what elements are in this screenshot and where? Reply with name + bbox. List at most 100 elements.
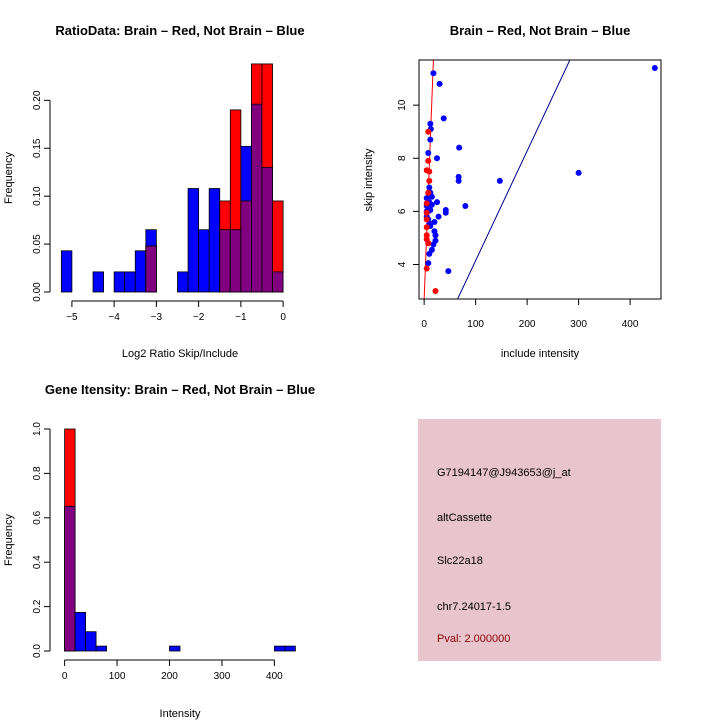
- blue-point: [575, 169, 582, 176]
- blue-point: [455, 177, 462, 184]
- ratio-histogram-xlabel: Log2 Ratio Skip/Include: [122, 348, 238, 360]
- blue-point: [425, 149, 432, 156]
- overlap-bar: [272, 271, 284, 293]
- x-tick-label: −5: [66, 312, 78, 323]
- red-point: [426, 177, 433, 184]
- x-tick-label: 300: [570, 319, 587, 330]
- scatter-xlabel: include intensity: [501, 348, 580, 360]
- ratio-histogram-panel: RatioData: Brain – Red, Not Brain – Blue…: [3, 23, 305, 360]
- red-point: [423, 265, 430, 272]
- overlap-bar: [251, 103, 263, 293]
- blue-point: [651, 64, 658, 71]
- scatter-ylabel: skip intensity: [363, 148, 375, 211]
- blue-bar: [113, 271, 126, 293]
- info-panel: G7194147@J943653@j_at altCassette Slc22a…: [418, 419, 661, 661]
- red-point: [423, 209, 430, 216]
- blue-bar: [95, 645, 107, 652]
- x-tick-label: −3: [151, 312, 163, 323]
- x-tick-label: 200: [161, 671, 178, 682]
- location-text: chr7.24017-1.5: [437, 601, 511, 613]
- blue-bar: [169, 645, 181, 652]
- blue-point: [430, 70, 437, 77]
- overlap-bar: [240, 200, 252, 293]
- blue-point: [456, 144, 463, 151]
- x-tick-label: −1: [235, 312, 247, 323]
- blue-point: [462, 203, 469, 210]
- blue-bar: [187, 188, 200, 293]
- y-tick-label: 0.05: [32, 234, 43, 254]
- x-tick-label: 400: [622, 319, 639, 330]
- x-tick-label: 0: [421, 319, 427, 330]
- y-tick-label: 10: [397, 99, 408, 111]
- y-tick-label: 6: [397, 208, 408, 214]
- blue-point: [432, 232, 439, 239]
- x-tick-label: 200: [519, 319, 536, 330]
- blue-bar: [208, 188, 221, 293]
- blue-point: [445, 268, 452, 275]
- blue-point: [430, 241, 437, 248]
- x-tick-label: −4: [108, 312, 120, 323]
- blue-reference-line: [457, 60, 571, 299]
- x-tick-label: 100: [109, 671, 126, 682]
- y-tick-label: 0.00: [32, 282, 43, 302]
- y-tick-label: 0.4: [32, 555, 43, 569]
- blue-bar: [124, 271, 136, 293]
- x-tick-label: 300: [214, 671, 231, 682]
- x-tick-label: 400: [266, 671, 283, 682]
- blue-point: [426, 250, 433, 257]
- blue-bar: [85, 631, 97, 652]
- blue-bar: [134, 250, 147, 293]
- gene-intensity-title: Gene Itensity: Brain – Red, Not Brain – …: [45, 382, 315, 397]
- blue-bar: [273, 645, 286, 652]
- ratio-histogram-axes: −5 −4 −3 −2 −1 0 0.00 0.05 0.10 0.15 0.20: [32, 90, 286, 323]
- y-tick-label: 0.15: [32, 138, 43, 158]
- blue-bar: [74, 611, 87, 652]
- gene-intensity-bars: [64, 428, 296, 652]
- x-tick-label: −2: [193, 312, 205, 323]
- ratio-histogram-bars: [60, 63, 284, 293]
- blue-point: [427, 120, 434, 127]
- blue-point: [427, 136, 434, 143]
- pval-text: Pval: 2.000000: [437, 633, 510, 645]
- y-tick-label: 1.0: [32, 422, 43, 436]
- blue-point: [435, 213, 442, 220]
- gene-intensity-ylabel: Frequency: [3, 514, 15, 566]
- red-point: [423, 224, 430, 231]
- blue-bar: [198, 229, 210, 293]
- blue-point: [426, 184, 433, 191]
- red-point: [425, 240, 432, 247]
- scatter-plot-box: [418, 59, 662, 300]
- scatter-points: [423, 60, 658, 299]
- blue-point: [434, 199, 441, 206]
- blue-bar: [284, 645, 296, 652]
- red-point: [425, 157, 432, 164]
- overlap-bar: [219, 229, 231, 293]
- ratio-histogram-title: RatioData: Brain – Red, Not Brain – Blue: [55, 23, 304, 38]
- blue-bar: [60, 250, 73, 293]
- x-tick-label: 0: [62, 671, 68, 682]
- y-tick-label: 0.2: [32, 599, 43, 613]
- ratio-histogram-ylabel: Frequency: [3, 152, 15, 204]
- blue-point: [436, 80, 443, 87]
- scatter-title: Brain – Red, Not Brain – Blue: [450, 23, 631, 38]
- y-tick-label: 4: [397, 261, 408, 267]
- gene-intensity-xlabel: Intensity: [160, 708, 201, 720]
- blue-point: [434, 155, 441, 162]
- gene-intensity-histogram-panel: Gene Itensity: Brain – Red, Not Brain – …: [3, 382, 315, 720]
- blue-point: [428, 193, 435, 200]
- overlap-bar: [229, 229, 242, 293]
- x-tick-label: 100: [467, 319, 484, 330]
- y-tick-label: 0.6: [32, 510, 43, 524]
- blue-point: [440, 115, 447, 122]
- y-tick-label: 0.8: [32, 466, 43, 480]
- overlap-bar: [145, 245, 157, 293]
- blue-bar: [92, 271, 104, 293]
- info-panel-background: [418, 419, 661, 661]
- probe-id-text: G7194147@J943653@j_at: [437, 467, 571, 479]
- blue-point: [425, 260, 432, 267]
- y-tick-label: 0.10: [32, 186, 43, 206]
- red-point: [423, 200, 430, 207]
- overlap-bar: [261, 167, 273, 293]
- red-point: [423, 216, 430, 223]
